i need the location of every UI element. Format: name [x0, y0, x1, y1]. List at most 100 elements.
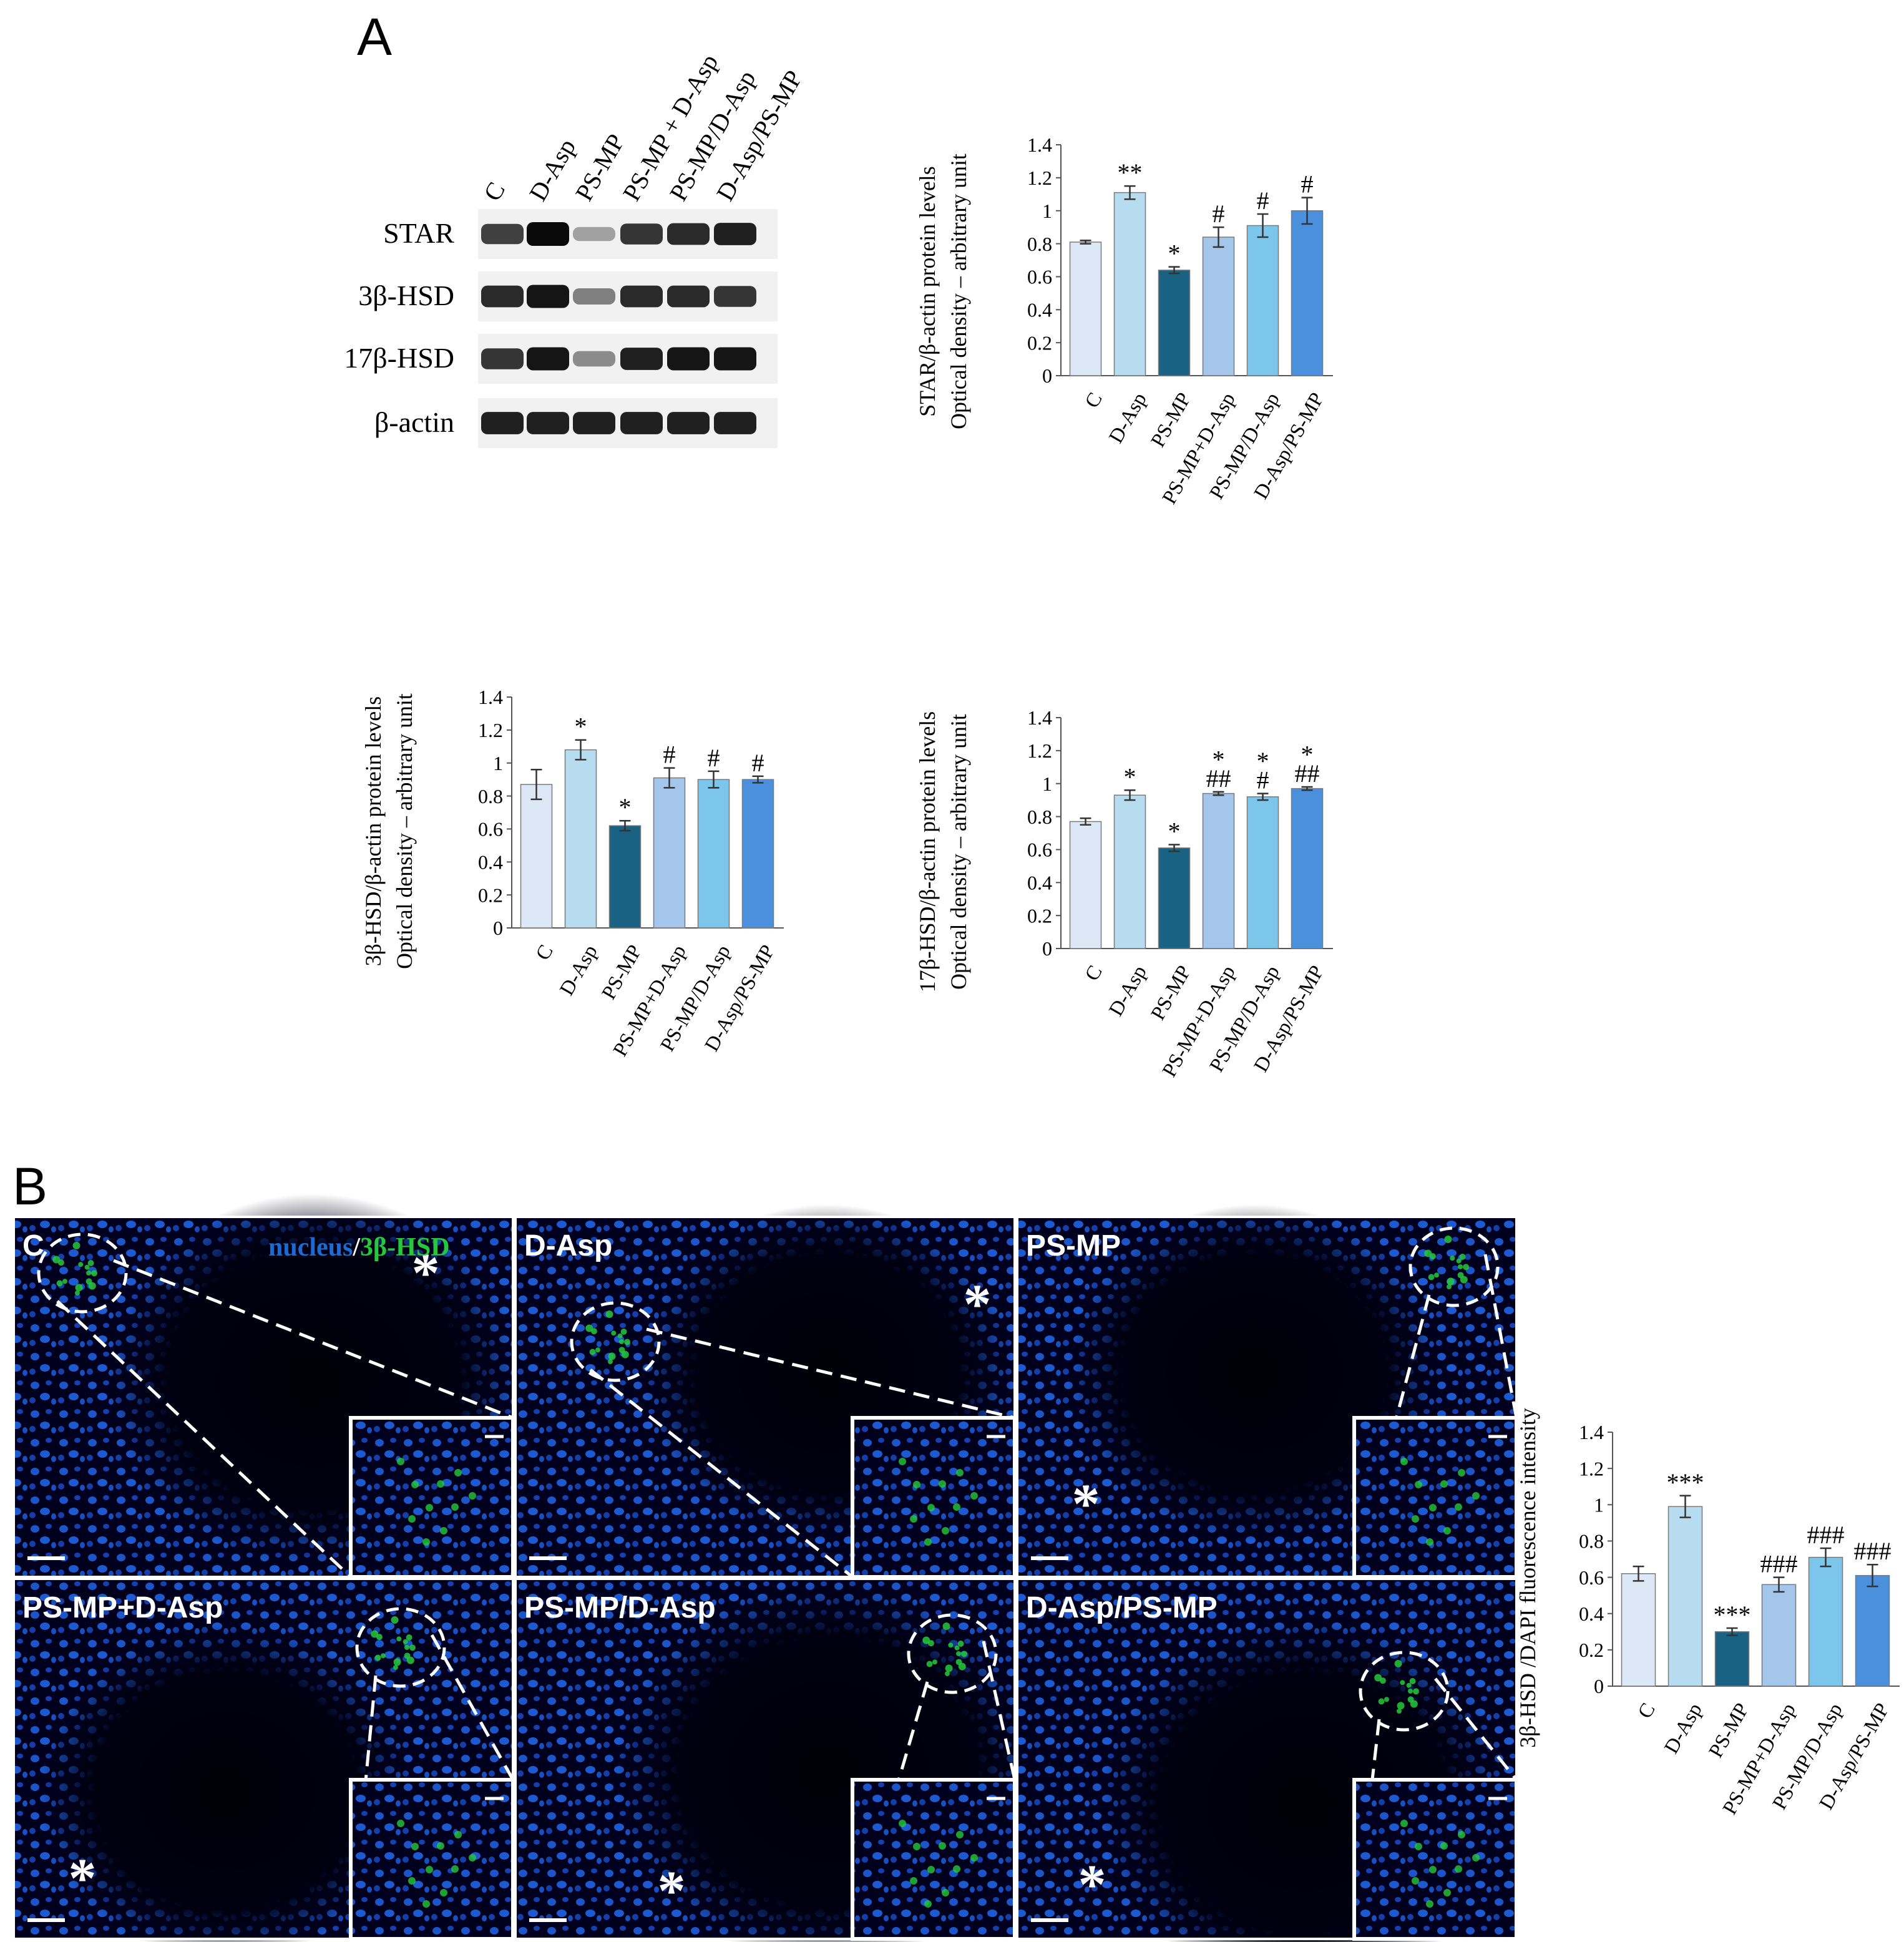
- y-tick-label: 1.2: [1027, 739, 1052, 762]
- inset-stain: [437, 1842, 444, 1850]
- y-tick-label: 1: [1042, 200, 1052, 222]
- bar: [1069, 242, 1102, 376]
- y-axis-label: STAR/β-actin protein levels: [915, 166, 940, 416]
- hsd-stain: [621, 1350, 629, 1359]
- hsd-stain: [956, 1651, 961, 1656]
- x-tick-label: C: [1081, 389, 1107, 412]
- y-tick-label: 0: [1042, 937, 1052, 960]
- hsd-stain: [374, 1654, 381, 1661]
- inset-stain: [1412, 1877, 1419, 1885]
- panel-condition-label: C: [22, 1229, 44, 1262]
- inset-stain: [899, 1458, 906, 1465]
- inset-stain: [397, 1820, 404, 1827]
- inset-stain: [910, 1877, 917, 1885]
- inset-stain: [408, 1515, 416, 1523]
- significance-mark: ##: [1295, 759, 1320, 788]
- y-tick-label: 1.4: [478, 686, 503, 708]
- inset-stain: [953, 1503, 960, 1511]
- legend-hsd: 3β-HSD: [360, 1233, 449, 1262]
- bar: [1069, 821, 1102, 949]
- hsd-stain: [922, 1636, 930, 1644]
- zoom-line: [589, 1369, 854, 1578]
- hsd-stain: [1444, 1236, 1452, 1244]
- inset-stain: [1443, 1889, 1451, 1896]
- inset-stain: [426, 1504, 433, 1511]
- blot-band: [714, 286, 756, 307]
- hsd-stain: [52, 1256, 61, 1264]
- significance-mark: *: [1301, 741, 1314, 769]
- panel-border: [514, 1216, 1016, 1578]
- inset-stain: [1429, 1866, 1437, 1873]
- significance-mark: ###: [1760, 1550, 1798, 1578]
- significance-mark: *: [575, 713, 587, 741]
- blot-band: [573, 227, 615, 242]
- hsd-stain: [403, 1639, 408, 1644]
- panel-border: [1016, 1216, 1518, 1578]
- panel-condition-label: PS-MP/D-Asp: [524, 1591, 716, 1624]
- inset-stain: [1472, 1854, 1480, 1861]
- hsd-stain: [944, 1671, 950, 1677]
- inset-stain: [927, 1504, 935, 1511]
- blot-band: [667, 412, 710, 434]
- inset-stain: [953, 1865, 960, 1873]
- y-tick-label: 0: [1594, 1675, 1604, 1697]
- y-axis-label: Optical density – arbitrary unit: [946, 714, 971, 990]
- bar-chart-4: 0 0.2 0.4 0.6 0.8 1 1.2 1.4 3β-HSD /DAPI fluores…: [1515, 1408, 1900, 1818]
- y-tick-label: 0.4: [1027, 871, 1052, 894]
- y-axis-label: Optical density – arbitrary unit: [392, 693, 417, 969]
- y-tick-label: 0.6: [1027, 266, 1052, 288]
- inset-stain: [913, 1843, 920, 1850]
- bar: [608, 825, 642, 929]
- significance-mark: ***: [1667, 1468, 1704, 1496]
- bar: [1291, 210, 1324, 376]
- blot-band: [667, 347, 710, 371]
- bar-chart-2: 0 0.2 0.4 0.6 0.8 1 1.2 1.4 3β-HSD/β-actin prote…: [361, 686, 784, 1060]
- hsd-stain: [396, 1636, 402, 1642]
- hsd-stain: [926, 1661, 933, 1667]
- zoom-line: [1434, 1677, 1518, 1781]
- y-tick-label: 1: [1042, 773, 1052, 795]
- y-tick-label: 0.4: [1579, 1603, 1604, 1625]
- bar: [1667, 1506, 1703, 1687]
- y-tick-label: 0.4: [478, 851, 503, 873]
- y-tick-label: 1.4: [1027, 134, 1052, 156]
- y-tick-label: 0.8: [1027, 233, 1052, 255]
- hsd-stain: [1450, 1256, 1455, 1261]
- hsd-stain: [945, 1664, 953, 1672]
- x-tick-label: C: [532, 941, 558, 964]
- y-tick-label: 1: [1594, 1493, 1604, 1516]
- significance-mark: ###: [1807, 1521, 1845, 1549]
- bar: [1714, 1631, 1750, 1687]
- inset-stain: [1458, 1469, 1465, 1476]
- roi-circle: [570, 1301, 661, 1382]
- bar: [1202, 237, 1235, 376]
- inset-stain: [422, 1900, 430, 1908]
- bar: [697, 779, 730, 929]
- x-tick-label: PS-MP: [1146, 962, 1195, 1024]
- hsd-stain: [393, 1665, 398, 1671]
- blot-band: [527, 222, 569, 246]
- inset-stain: [939, 1842, 946, 1850]
- hsd-stain: [589, 1349, 596, 1355]
- hsd-stain: [393, 1658, 401, 1666]
- bar: [1246, 225, 1279, 376]
- x-tick-label: D-Asp: [1105, 389, 1151, 447]
- inset-frame: [349, 1778, 515, 1941]
- bar: [1291, 788, 1324, 949]
- micrograph-grid: *C*D-Asp*PS-MP*PS-MP+D-Asp*PS-MP/D-Asp*D…: [12, 1194, 1518, 1942]
- blot-row-label: β-actin: [374, 406, 454, 438]
- bar-chart-1: 0 0.2 0.4 0.6 0.8 1 1.2 1.4 STAR/β-actin protein…: [915, 134, 1333, 508]
- y-tick-label: 0.6: [1579, 1566, 1604, 1589]
- bar: [1113, 794, 1146, 949]
- inset-stain: [1455, 1503, 1462, 1511]
- significance-mark: #: [1257, 187, 1269, 215]
- hsd-stain: [1460, 1276, 1468, 1284]
- inset-stain: [469, 1492, 476, 1500]
- zoom-line: [113, 1259, 514, 1420]
- y-tick-label: 0.8: [1027, 806, 1052, 828]
- y-axis-label: 3β-HSD /DAPI fluorescence intensity: [1515, 1408, 1540, 1748]
- significance-mark: #: [752, 749, 764, 777]
- inset-frame: [349, 1416, 515, 1579]
